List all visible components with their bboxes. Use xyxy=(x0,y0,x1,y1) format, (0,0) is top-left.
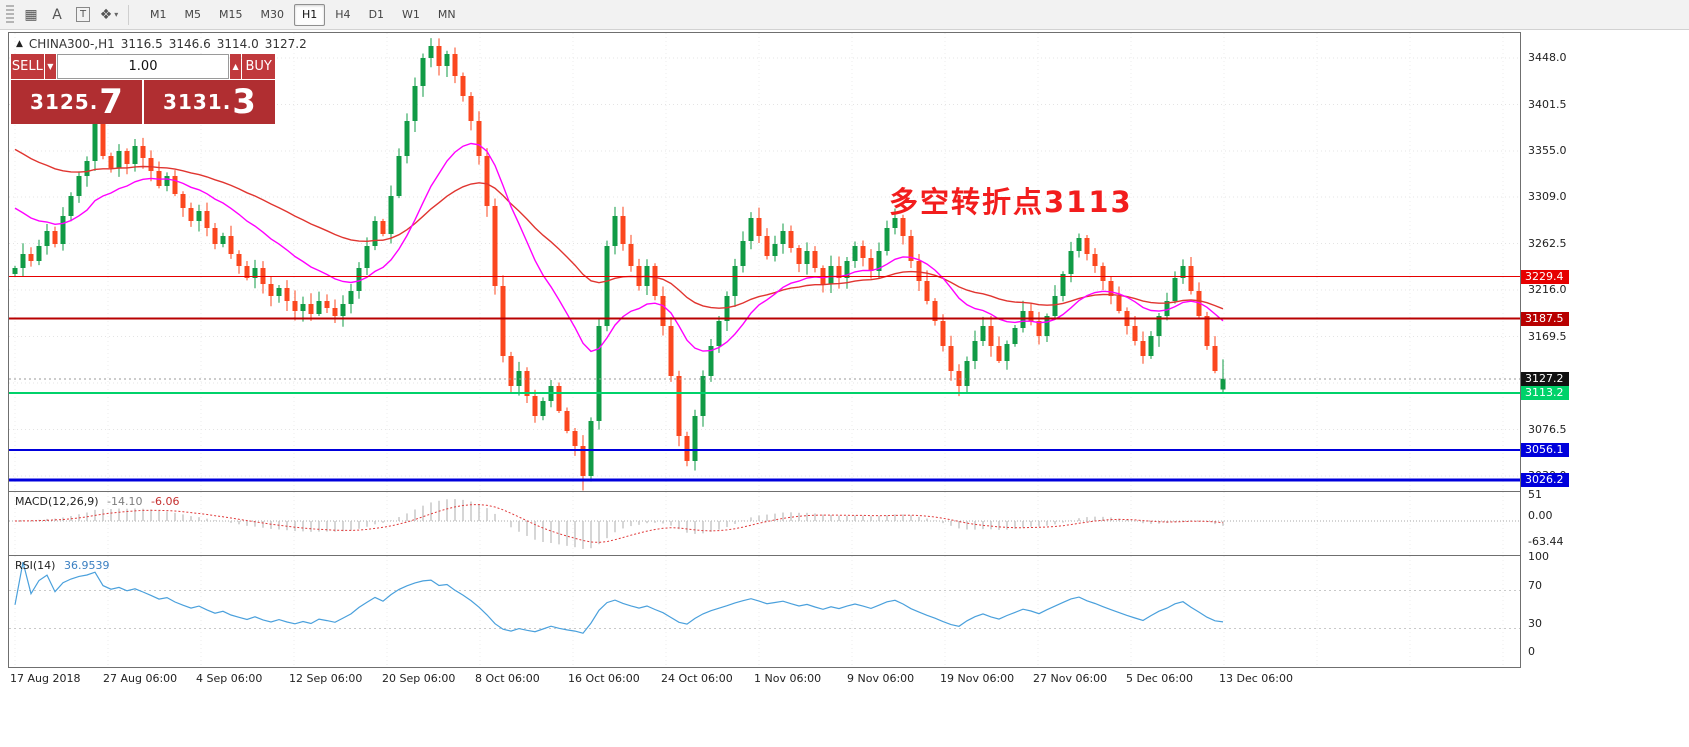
buy-price-main: 3131. xyxy=(163,90,232,114)
level-price-tag[interactable]: 3113.2 xyxy=(1521,385,1569,400)
ma-slow-line xyxy=(14,148,1224,310)
timeframe-mn[interactable]: MN xyxy=(437,8,456,21)
time-label: 12 Sep 06:00 xyxy=(289,672,363,685)
text-annotation-icon[interactable]: A xyxy=(52,6,62,23)
main-chart-svg[interactable] xyxy=(9,33,1520,491)
time-label: 1 Nov 06:00 xyxy=(754,672,822,685)
timeframe-d1[interactable]: D1 xyxy=(368,8,385,21)
rsi-line xyxy=(14,561,1224,634)
time-label: 13 Dec 06:00 xyxy=(1219,672,1293,685)
sell-price-button[interactable]: 3125. 7 xyxy=(11,80,142,124)
macd-signal-line xyxy=(14,504,1224,543)
time-label: 24 Oct 06:00 xyxy=(661,672,733,685)
one-click-trading-panel: SELL ▼ ▲ BUY 3125. 7 3131. 3 xyxy=(11,54,275,124)
sell-button[interactable]: SELL xyxy=(11,54,44,79)
sell-price-main: 3125. xyxy=(30,90,99,114)
toolbar: ▦ A T ❖ ▾ M1 M5 M15 M30 H1 H4 D1 W1 MN xyxy=(0,0,1689,30)
rsi-axis-label: 70 xyxy=(1528,578,1542,592)
timeframe-h1[interactable]: H1 xyxy=(294,3,326,26)
macd-label: MACD(12,26,9) -14.10 -6.06 xyxy=(15,495,179,508)
time-label: 9 Nov 06:00 xyxy=(847,672,915,685)
timeframe-bar: M1 M5 M15 M30 H1 H4 D1 W1 MN xyxy=(141,3,465,26)
symbol-info: ▲ CHINA300-,H1 3116.5 3146.6 3114.0 3127… xyxy=(16,37,307,51)
macd-main-value: -14.10 xyxy=(107,495,143,508)
sell-price-pip: 7 xyxy=(99,82,123,122)
time-label: 5 Dec 06:00 xyxy=(1126,672,1193,685)
time-label: 20 Sep 06:00 xyxy=(382,672,456,685)
chevron-down-icon: ▼ xyxy=(47,62,54,71)
price-tick-label: 3355.0 xyxy=(1528,144,1567,157)
timeframe-h4[interactable]: H4 xyxy=(335,8,351,21)
text-label-icon[interactable]: T xyxy=(70,3,96,27)
ohlc-close: 3127.2 xyxy=(264,37,307,51)
level-price-tag[interactable]: 3056.1 xyxy=(1521,442,1569,457)
macd-axis-label: 51 xyxy=(1528,488,1542,502)
candles-group xyxy=(12,38,1226,491)
toolbar-drag-handle[interactable] xyxy=(6,4,14,25)
text-label-glyph: T xyxy=(75,7,91,22)
rsi-axis-label: 0 xyxy=(1528,645,1535,658)
objects-icon[interactable]: ❖ ▾ xyxy=(96,3,122,27)
ohlc-high: 3146.6 xyxy=(168,37,211,51)
time-label: 16 Oct 06:00 xyxy=(568,672,640,685)
rsi-axis-label: 100 xyxy=(1528,550,1549,563)
time-label: 4 Sep 06:00 xyxy=(196,672,263,685)
price-axis[interactable]: 3448.0 3401.5 3355.0 3309.0 3262.5 3216.0 3169… xyxy=(1521,32,1688,672)
time-label: 27 Aug 06:00 xyxy=(103,672,178,685)
price-tick-label: 3169.5 xyxy=(1528,329,1567,343)
rsi-label: RSI(14) 36.9539 xyxy=(15,559,109,572)
rsi-value: 36.9539 xyxy=(63,559,110,572)
time-label: 19 Nov 06:00 xyxy=(940,672,1015,685)
rsi-axis-label: 30 xyxy=(1528,616,1542,630)
time-label: 27 Nov 06:00 xyxy=(1033,672,1108,685)
price-tick-label: 3076.5 xyxy=(1528,422,1567,436)
current-price-tag[interactable]: 3127.2 xyxy=(1521,371,1569,386)
macd-axis-label: -63.44 xyxy=(1528,535,1564,548)
toolbar-separator xyxy=(128,4,129,25)
price-tick-label: 3309.0 xyxy=(1528,190,1567,203)
main-chart-panel[interactable]: ▲ CHINA300-,H1 3116.5 3146.6 3114.0 3127… xyxy=(8,32,1521,492)
volume-input[interactable] xyxy=(57,54,229,79)
macd-signal-value: -6.06 xyxy=(151,495,180,508)
level-price-tag[interactable]: 3229.4 xyxy=(1521,269,1569,284)
rsi-name: RSI(14) xyxy=(15,559,56,572)
macd-name: MACD(12,26,9) xyxy=(15,495,99,508)
time-axis[interactable]: 17 Aug 2018 27 Aug 06:00 4 Sep 06:00 12 Sep… xyxy=(8,670,1528,692)
macd-histogram xyxy=(22,499,1224,549)
macd-axis-label: 0.00 xyxy=(1528,509,1553,522)
macd-svg[interactable] xyxy=(9,492,1520,555)
buy-price-button[interactable]: 3131. 3 xyxy=(144,80,275,124)
price-tick-label: 3448.0 xyxy=(1528,51,1567,64)
chevron-up-icon: ▲ xyxy=(232,62,239,71)
trend-up-icon: ▲ xyxy=(16,39,23,49)
rsi-panel[interactable]: RSI(14) 36.9539 xyxy=(8,556,1521,668)
timeframe-m5[interactable]: M5 xyxy=(184,8,202,21)
price-tick-label: 3216.0 xyxy=(1528,283,1567,296)
ohlc-low: 3114.0 xyxy=(216,37,259,51)
ohlc-open: 3116.5 xyxy=(120,37,163,51)
time-label: 8 Oct 06:00 xyxy=(475,672,540,685)
price-tick-label: 3401.5 xyxy=(1528,97,1567,111)
level-price-tag[interactable]: 3026.2 xyxy=(1521,472,1569,487)
rsi-svg[interactable] xyxy=(9,556,1520,667)
objects-glyph: ❖ xyxy=(99,6,113,23)
grid-icon[interactable]: ▦ xyxy=(24,6,38,23)
chart-annotation: 多空转折点3113 xyxy=(889,185,1133,219)
ma-medium-line xyxy=(14,142,1224,353)
buy-price-pip: 3 xyxy=(232,82,256,122)
timeframe-w1[interactable]: W1 xyxy=(402,8,420,21)
volume-increase-button[interactable]: ▲ xyxy=(230,54,242,79)
volume-dropdown-button[interactable]: ▼ xyxy=(44,54,56,79)
macd-panel[interactable]: MACD(12,26,9) -14.10 -6.06 xyxy=(8,492,1521,556)
time-label: 17 Aug 2018 xyxy=(10,672,81,685)
symbol-title: CHINA300-,H1 xyxy=(28,37,115,51)
timeframe-m15[interactable]: M15 xyxy=(219,8,243,21)
price-tick-label: 3262.5 xyxy=(1528,236,1567,250)
timeframe-m1[interactable]: M1 xyxy=(150,8,167,21)
chevron-down-icon: ▾ xyxy=(114,10,119,19)
buy-button[interactable]: BUY xyxy=(242,54,275,79)
level-price-tag[interactable]: 3187.5 xyxy=(1521,311,1569,326)
timeframe-m30[interactable]: M30 xyxy=(260,8,285,21)
